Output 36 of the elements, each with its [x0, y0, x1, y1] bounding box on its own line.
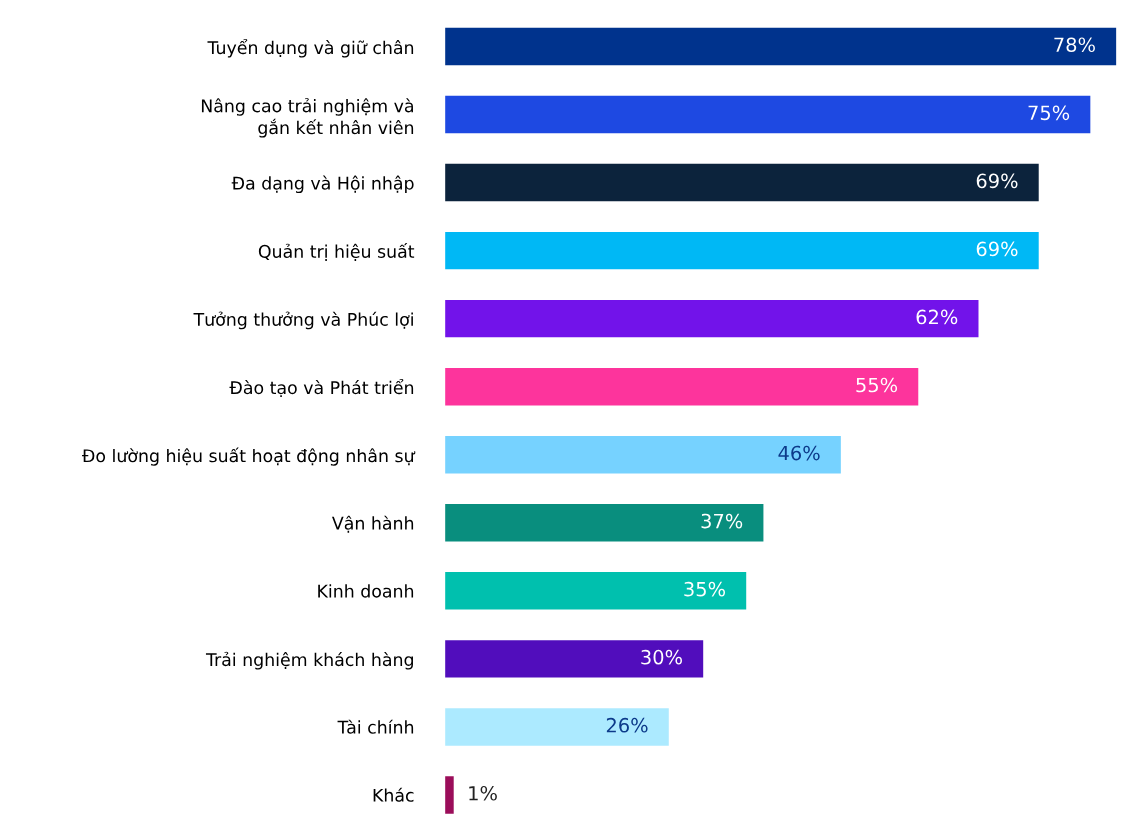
y-tick-label: Tài chính [337, 719, 414, 734]
data-label: 1% [469, 785, 497, 801]
y-tick-label: Đào tạo và Phát triển [229, 379, 414, 398]
bar [445, 504, 764, 542]
bar [445, 776, 454, 814]
bar [445, 163, 1039, 202]
data-label: 26% [606, 717, 648, 733]
data-label: 78% [1054, 37, 1095, 53]
data-label: 75% [1028, 105, 1070, 121]
bar [445, 367, 919, 406]
bar [445, 708, 669, 746]
data-label: 69% [976, 173, 1018, 189]
y-tick-label: Tưởng thưởng và Phúc lợi [193, 311, 413, 330]
y-tick-label: Đo lường hiệu suất hoạt động nhân sự [82, 447, 416, 466]
y-tick-label: Kinh doanh [318, 584, 414, 598]
bar [445, 27, 1117, 66]
bar [445, 572, 747, 610]
y-tick-label: Vận hành [332, 515, 414, 533]
bar [445, 640, 704, 678]
bar [445, 436, 841, 474]
y-tick-label: Trải nghiệm khách hàng [205, 651, 413, 670]
y-tick-label: Đa dạng và Hội nhập [231, 175, 414, 194]
bar [445, 299, 979, 338]
y-tick-label: Nâng cao trải nghiệm và gắn kết nhân viên [201, 98, 414, 138]
data-label: 55% [856, 377, 898, 393]
bar [445, 231, 1039, 270]
data-label: 35% [684, 581, 726, 597]
data-label: 37% [701, 513, 743, 529]
y-tick-label: Tuyển dụng và giữ chân [207, 38, 414, 58]
data-label: 62% [916, 309, 958, 325]
y-tick-label: Khác [373, 787, 414, 802]
bar [445, 95, 1091, 134]
data-label: 69% [976, 241, 1018, 257]
data-label: 30% [641, 649, 682, 665]
y-tick-label: Quản trị hiệu suất [258, 243, 415, 261]
data-label: 46% [778, 445, 820, 461]
